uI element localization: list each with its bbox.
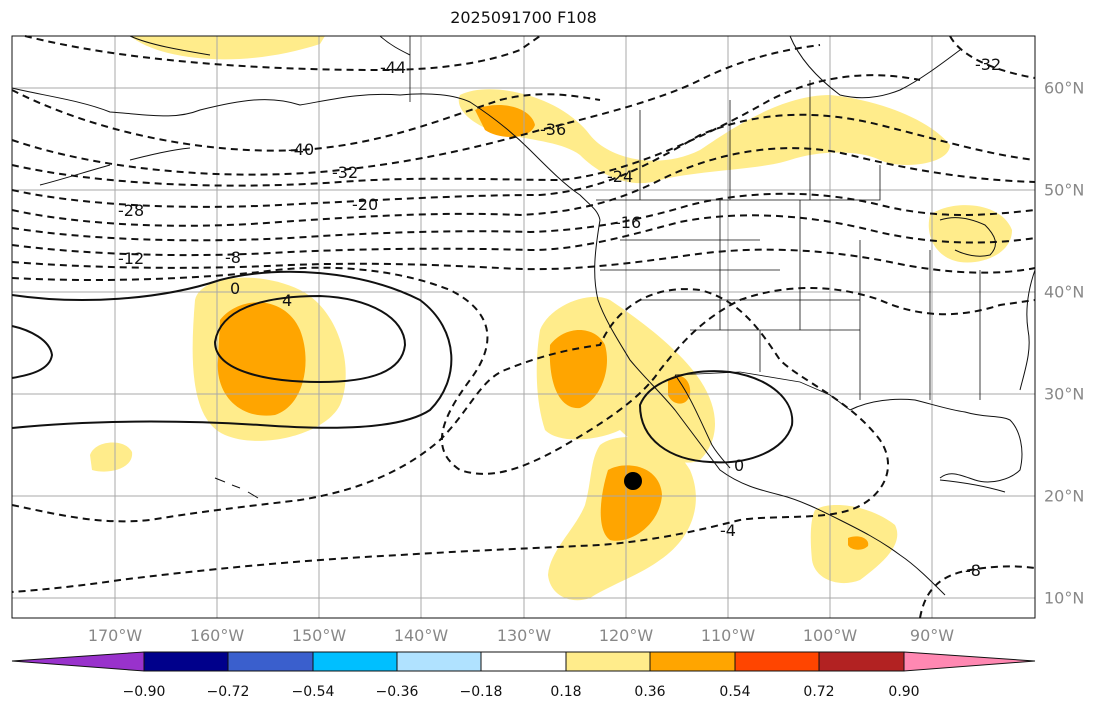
east-coast: [1019, 269, 1036, 391]
coastlines: [11, 35, 1036, 596]
colorbar-tick-label: 0.36: [634, 684, 666, 700]
us-state-lines: [600, 200, 981, 400]
contour-neg-4: [11, 288, 890, 593]
lat-label-10n: 10°N: [1044, 588, 1085, 608]
lat-label-30n: 30°N: [1044, 384, 1085, 404]
lon-label-90w: 90°W: [909, 626, 955, 645]
shade-great-lakes: [928, 205, 1012, 263]
colorbar-bin-3: [312, 651, 398, 672]
lon-label-160w: 160°W: [189, 626, 245, 645]
contour-label-neg-44: -44: [380, 58, 406, 77]
contour-neg-32-northeast: [949, 35, 1036, 79]
contour-neg-40: [11, 89, 601, 152]
contour-label-neg-32: -32: [332, 163, 358, 182]
colorbar-bin-7: [649, 651, 736, 672]
colorbar-tick-label: 0.18: [550, 684, 582, 700]
shade-eastern-pacific-core: [600, 465, 662, 541]
shade-central-pacific-core: [217, 302, 306, 416]
map-frame: [11, 35, 1036, 619]
shaded-anomalies: [90, 36, 1012, 601]
contour-label-neg-16: -16: [615, 213, 641, 232]
cuba: [939, 479, 1006, 493]
lat-label-40n: 40°N: [1044, 282, 1085, 302]
shade-california-core: [549, 330, 608, 409]
colorbar-tick-label: −0.72: [206, 684, 250, 700]
lon-label-130w: 130°W: [496, 626, 552, 645]
hudson-bay: [789, 35, 961, 99]
lon-label-110w: 110°W: [700, 626, 756, 645]
contour-neg-8-southeast: [919, 565, 1036, 619]
alaska-coast: [11, 87, 601, 221]
contour-label-neg-32-northeast: -32: [975, 55, 1001, 74]
colorbar-tick-label: −0.36: [375, 684, 419, 700]
contour-pos-4-high: [213, 294, 407, 384]
lon-label-120w: 120°W: [598, 626, 654, 645]
contour-neg-8: [11, 266, 1036, 475]
contour-label-neg-28: -28: [118, 201, 144, 220]
hawaii: [214, 477, 259, 499]
contours: [11, 35, 1036, 619]
lon-label-100w: 100°W: [802, 626, 858, 645]
lon-label-150w: 150°W: [291, 626, 347, 645]
colorbar-bin-8: [734, 651, 820, 672]
contour-label-zero: 0: [230, 279, 240, 298]
colorbar-bin-4: [396, 651, 482, 672]
colorbar-tick-label: −0.18: [459, 684, 503, 700]
lon-label-140w: 140°W: [393, 626, 449, 645]
contour-label-group: -44 -40 -36 -32 -28 -24 -20 -16 -12 -8 0…: [118, 55, 1001, 580]
shade-baja-core: [668, 375, 691, 404]
colorbar-tick-label: −0.90: [122, 684, 166, 700]
contour-pos-0-left: [11, 325, 54, 379]
gulf-coast: [849, 398, 1023, 483]
colorbar-bin-5: [480, 651, 567, 672]
shade-alaska-north: [130, 36, 325, 60]
colorbar-bin-1: [143, 651, 229, 672]
graticule: [12, 36, 1035, 618]
contour-label-neg-8-southeast: -8: [965, 561, 981, 580]
colorbar-extend-low: [11, 651, 145, 672]
alaska-north-coast: [129, 35, 411, 56]
colorbar-tick-label: 0.90: [888, 684, 920, 700]
contour-label-neg-40: -40: [288, 140, 314, 159]
shade-small-pacific: [90, 442, 133, 472]
colorbar-bin-6: [565, 651, 651, 672]
lat-label-50n: 50°N: [1044, 180, 1085, 200]
lat-label-20n: 20°N: [1044, 486, 1085, 506]
contour-neg-24: [11, 147, 1036, 227]
canada-province-lines: [639, 80, 811, 200]
contour-label-neg-12: -12: [118, 249, 144, 268]
contour-neg-44: [24, 35, 541, 72]
contour-zero-west: [11, 270, 453, 429]
colorbar-tick-label: −0.54: [291, 684, 335, 700]
contour-pos-0-east: [638, 370, 794, 464]
lat-label-60n: 60°N: [1044, 78, 1085, 98]
map-title: 2025091700 F108: [450, 8, 597, 27]
contour-label-pos-4: 4: [282, 291, 292, 310]
contour-label-neg-4: -4: [720, 521, 736, 540]
contour-neg-32: [11, 74, 921, 187]
colorbar-extend-high: [903, 651, 1036, 672]
contour-neg-20: [11, 192, 1036, 242]
colorbar-bin-2: [227, 651, 314, 672]
west-coast: [594, 219, 946, 596]
shade-panhandle-core: [475, 105, 535, 137]
shade-central-america-core: [848, 536, 869, 550]
contour-label-zero-east: 0: [734, 456, 744, 475]
contour-neg-36: [11, 44, 821, 176]
shade-alaska-panhandle: [458, 89, 950, 184]
contour-label-neg-8: -8: [225, 248, 241, 267]
colorbar-tick-label: 0.72: [803, 684, 835, 700]
colorbar-bin-9: [818, 651, 905, 672]
contour-label-neg-24: -24: [607, 167, 633, 186]
contour-label-neg-20: -20: [352, 195, 378, 214]
great-lakes: [939, 217, 996, 257]
contour-neg-16: [11, 214, 1036, 257]
lon-label-170w: 170°W: [87, 626, 143, 645]
contour-neg-12: [11, 248, 1036, 274]
colorbar: [11, 651, 1036, 672]
colorbar-tick-label: 0.54: [719, 684, 751, 700]
storm-marker: [624, 472, 642, 490]
contour-label-neg-36: -36: [540, 120, 566, 139]
